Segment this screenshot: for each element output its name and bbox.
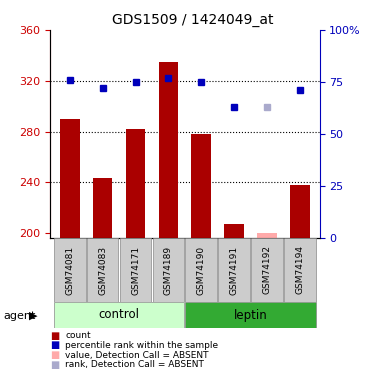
Text: GSM74192: GSM74192 <box>263 246 271 294</box>
Bar <box>54 238 85 302</box>
Text: GDS1509 / 1424049_at: GDS1509 / 1424049_at <box>112 13 273 27</box>
Bar <box>60 119 80 238</box>
Bar <box>152 238 184 302</box>
Text: agent: agent <box>4 311 36 321</box>
Text: ■: ■ <box>50 340 59 350</box>
Text: GSM74081: GSM74081 <box>65 246 74 295</box>
Bar <box>186 238 217 302</box>
Text: ■: ■ <box>50 360 59 370</box>
Text: count: count <box>65 331 91 340</box>
Bar <box>87 238 119 302</box>
Text: value, Detection Call = ABSENT: value, Detection Call = ABSENT <box>65 351 209 360</box>
Bar <box>159 62 178 238</box>
Bar <box>257 233 277 238</box>
Bar <box>284 238 316 302</box>
Text: rank, Detection Call = ABSENT: rank, Detection Call = ABSENT <box>65 360 204 369</box>
Text: GSM74190: GSM74190 <box>197 246 206 295</box>
Bar <box>290 185 310 238</box>
Text: control: control <box>99 309 140 321</box>
Text: ■: ■ <box>50 331 59 340</box>
Bar <box>191 134 211 238</box>
Text: GSM74171: GSM74171 <box>131 246 140 295</box>
Bar <box>93 178 112 238</box>
Text: ▶: ▶ <box>28 311 37 321</box>
Text: percentile rank within the sample: percentile rank within the sample <box>65 341 219 350</box>
Bar <box>120 238 151 302</box>
Text: ■: ■ <box>50 350 59 360</box>
Bar <box>186 302 316 328</box>
Bar <box>126 129 146 238</box>
Text: GSM74189: GSM74189 <box>164 246 173 295</box>
Text: GSM74191: GSM74191 <box>229 246 239 295</box>
Bar <box>224 224 244 238</box>
Bar <box>218 238 250 302</box>
Text: GSM74083: GSM74083 <box>98 246 107 295</box>
Text: leptin: leptin <box>234 309 268 321</box>
Text: GSM74194: GSM74194 <box>295 246 304 294</box>
Bar <box>251 238 283 302</box>
Bar <box>54 302 184 328</box>
